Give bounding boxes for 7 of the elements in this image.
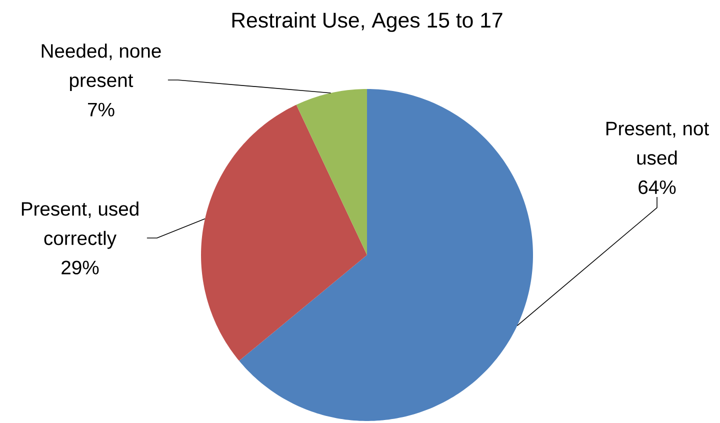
data-label: 29% bbox=[62, 260, 99, 274]
data-label: 7% bbox=[88, 102, 114, 116]
slice-label: Present, used correctly bbox=[22, 202, 138, 249]
slice-label: Present, not used bbox=[606, 122, 709, 165]
slice-label: Needed, none present bbox=[42, 44, 161, 91]
data-label: 64% bbox=[638, 180, 676, 194]
chart-title: Restraint Use, Ages 15 to 17 bbox=[232, 12, 502, 32]
